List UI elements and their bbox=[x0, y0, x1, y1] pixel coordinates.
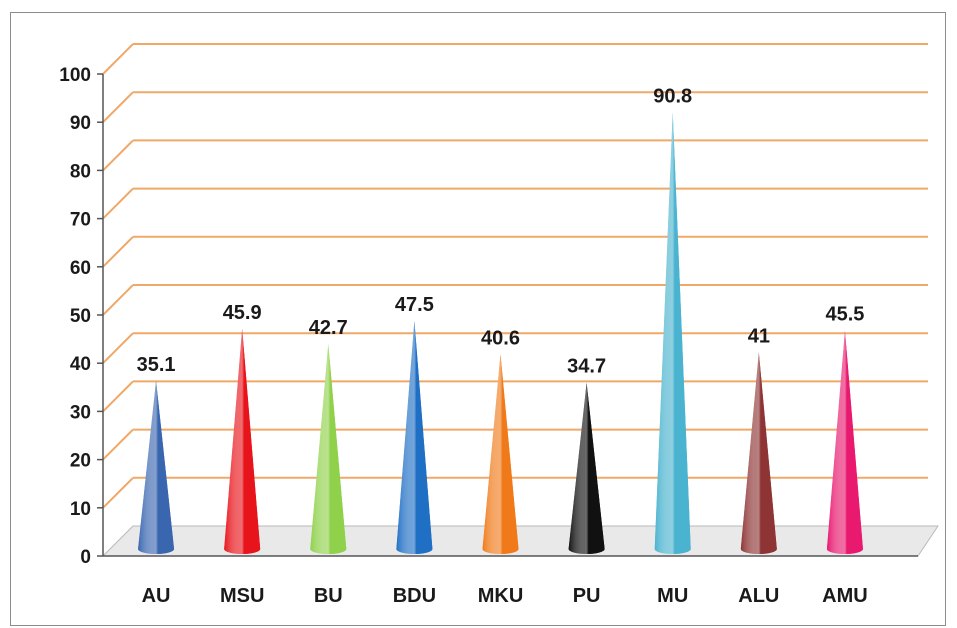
data-labels: 35.1 45.9 42.7 47.5 40.6 34.7 90.8 41 45.5 bbox=[137, 85, 865, 377]
data-label: 47.5 bbox=[395, 294, 434, 316]
cone-au bbox=[138, 380, 175, 554]
gridlines bbox=[102, 43, 928, 509]
y-tick-label: 30 bbox=[70, 402, 91, 423]
cone-shading bbox=[138, 380, 175, 554]
cone-shading bbox=[310, 344, 347, 554]
gridline-diag-60 bbox=[102, 236, 134, 268]
cone-shading bbox=[396, 321, 433, 554]
cone-shading bbox=[482, 354, 519, 554]
y-tick-label: 20 bbox=[70, 451, 91, 472]
category-label: PU bbox=[573, 585, 601, 607]
data-label: 90.8 bbox=[653, 85, 692, 107]
data-label: 45.9 bbox=[223, 302, 262, 324]
cone-mu bbox=[654, 112, 691, 555]
y-tick-label: 50 bbox=[70, 306, 91, 327]
y-tick-label: 100 bbox=[59, 65, 91, 86]
data-label: 34.7 bbox=[567, 356, 606, 378]
data-label: 35.1 bbox=[137, 354, 176, 376]
y-tick-label: 60 bbox=[70, 258, 91, 279]
cone-shading bbox=[568, 382, 605, 554]
cone-bu bbox=[310, 344, 347, 554]
data-label: 41 bbox=[748, 325, 770, 347]
category-label: AU bbox=[142, 585, 171, 607]
y-tick-label: 80 bbox=[70, 161, 91, 182]
gridline-diag-70 bbox=[102, 187, 134, 220]
cone-shading bbox=[654, 112, 691, 555]
cone-shading bbox=[826, 330, 863, 554]
gridline-diag-30 bbox=[102, 380, 134, 413]
cone-series bbox=[138, 112, 863, 555]
category-label: MKU bbox=[478, 585, 524, 607]
cone-bdu bbox=[396, 321, 433, 554]
gridline-diag-40 bbox=[102, 332, 134, 364]
category-label: BDU bbox=[393, 585, 436, 607]
y-tick-label: 40 bbox=[70, 354, 91, 375]
y-tick-label: 0 bbox=[80, 547, 91, 568]
cone-shading bbox=[740, 352, 777, 554]
data-label: 40.6 bbox=[481, 327, 520, 349]
category-label: MU bbox=[657, 585, 688, 607]
gridline-diag-80 bbox=[102, 139, 134, 172]
category-axis: AU MSU BU BDU MKU PU MU ALU AMU bbox=[142, 585, 868, 607]
y-tick-label: 70 bbox=[70, 210, 91, 231]
cone-amu bbox=[826, 330, 863, 554]
gridline-diag-100 bbox=[102, 43, 134, 75]
y-tick-label: 10 bbox=[70, 499, 91, 520]
data-label: 42.7 bbox=[309, 317, 348, 339]
cone-pu bbox=[568, 382, 605, 554]
cone-alu bbox=[740, 352, 777, 554]
gridline-diag-10 bbox=[102, 477, 134, 509]
y-axis: 0 10 20 30 40 50 60 70 80 90 100 bbox=[59, 65, 104, 568]
gridline-diag-20 bbox=[102, 428, 134, 461]
category-label: AMU bbox=[822, 585, 868, 607]
gridline-diag-50 bbox=[102, 284, 134, 316]
y-tick-label: 90 bbox=[70, 113, 91, 134]
gridline-diag-90 bbox=[102, 91, 134, 123]
cone-mku bbox=[482, 354, 519, 554]
cone-shading bbox=[224, 328, 261, 554]
data-label: 45.5 bbox=[825, 304, 864, 326]
category-label: ALU bbox=[738, 585, 779, 607]
cone-msu bbox=[224, 328, 261, 554]
category-label: BU bbox=[314, 585, 343, 607]
category-label: MSU bbox=[220, 585, 264, 607]
